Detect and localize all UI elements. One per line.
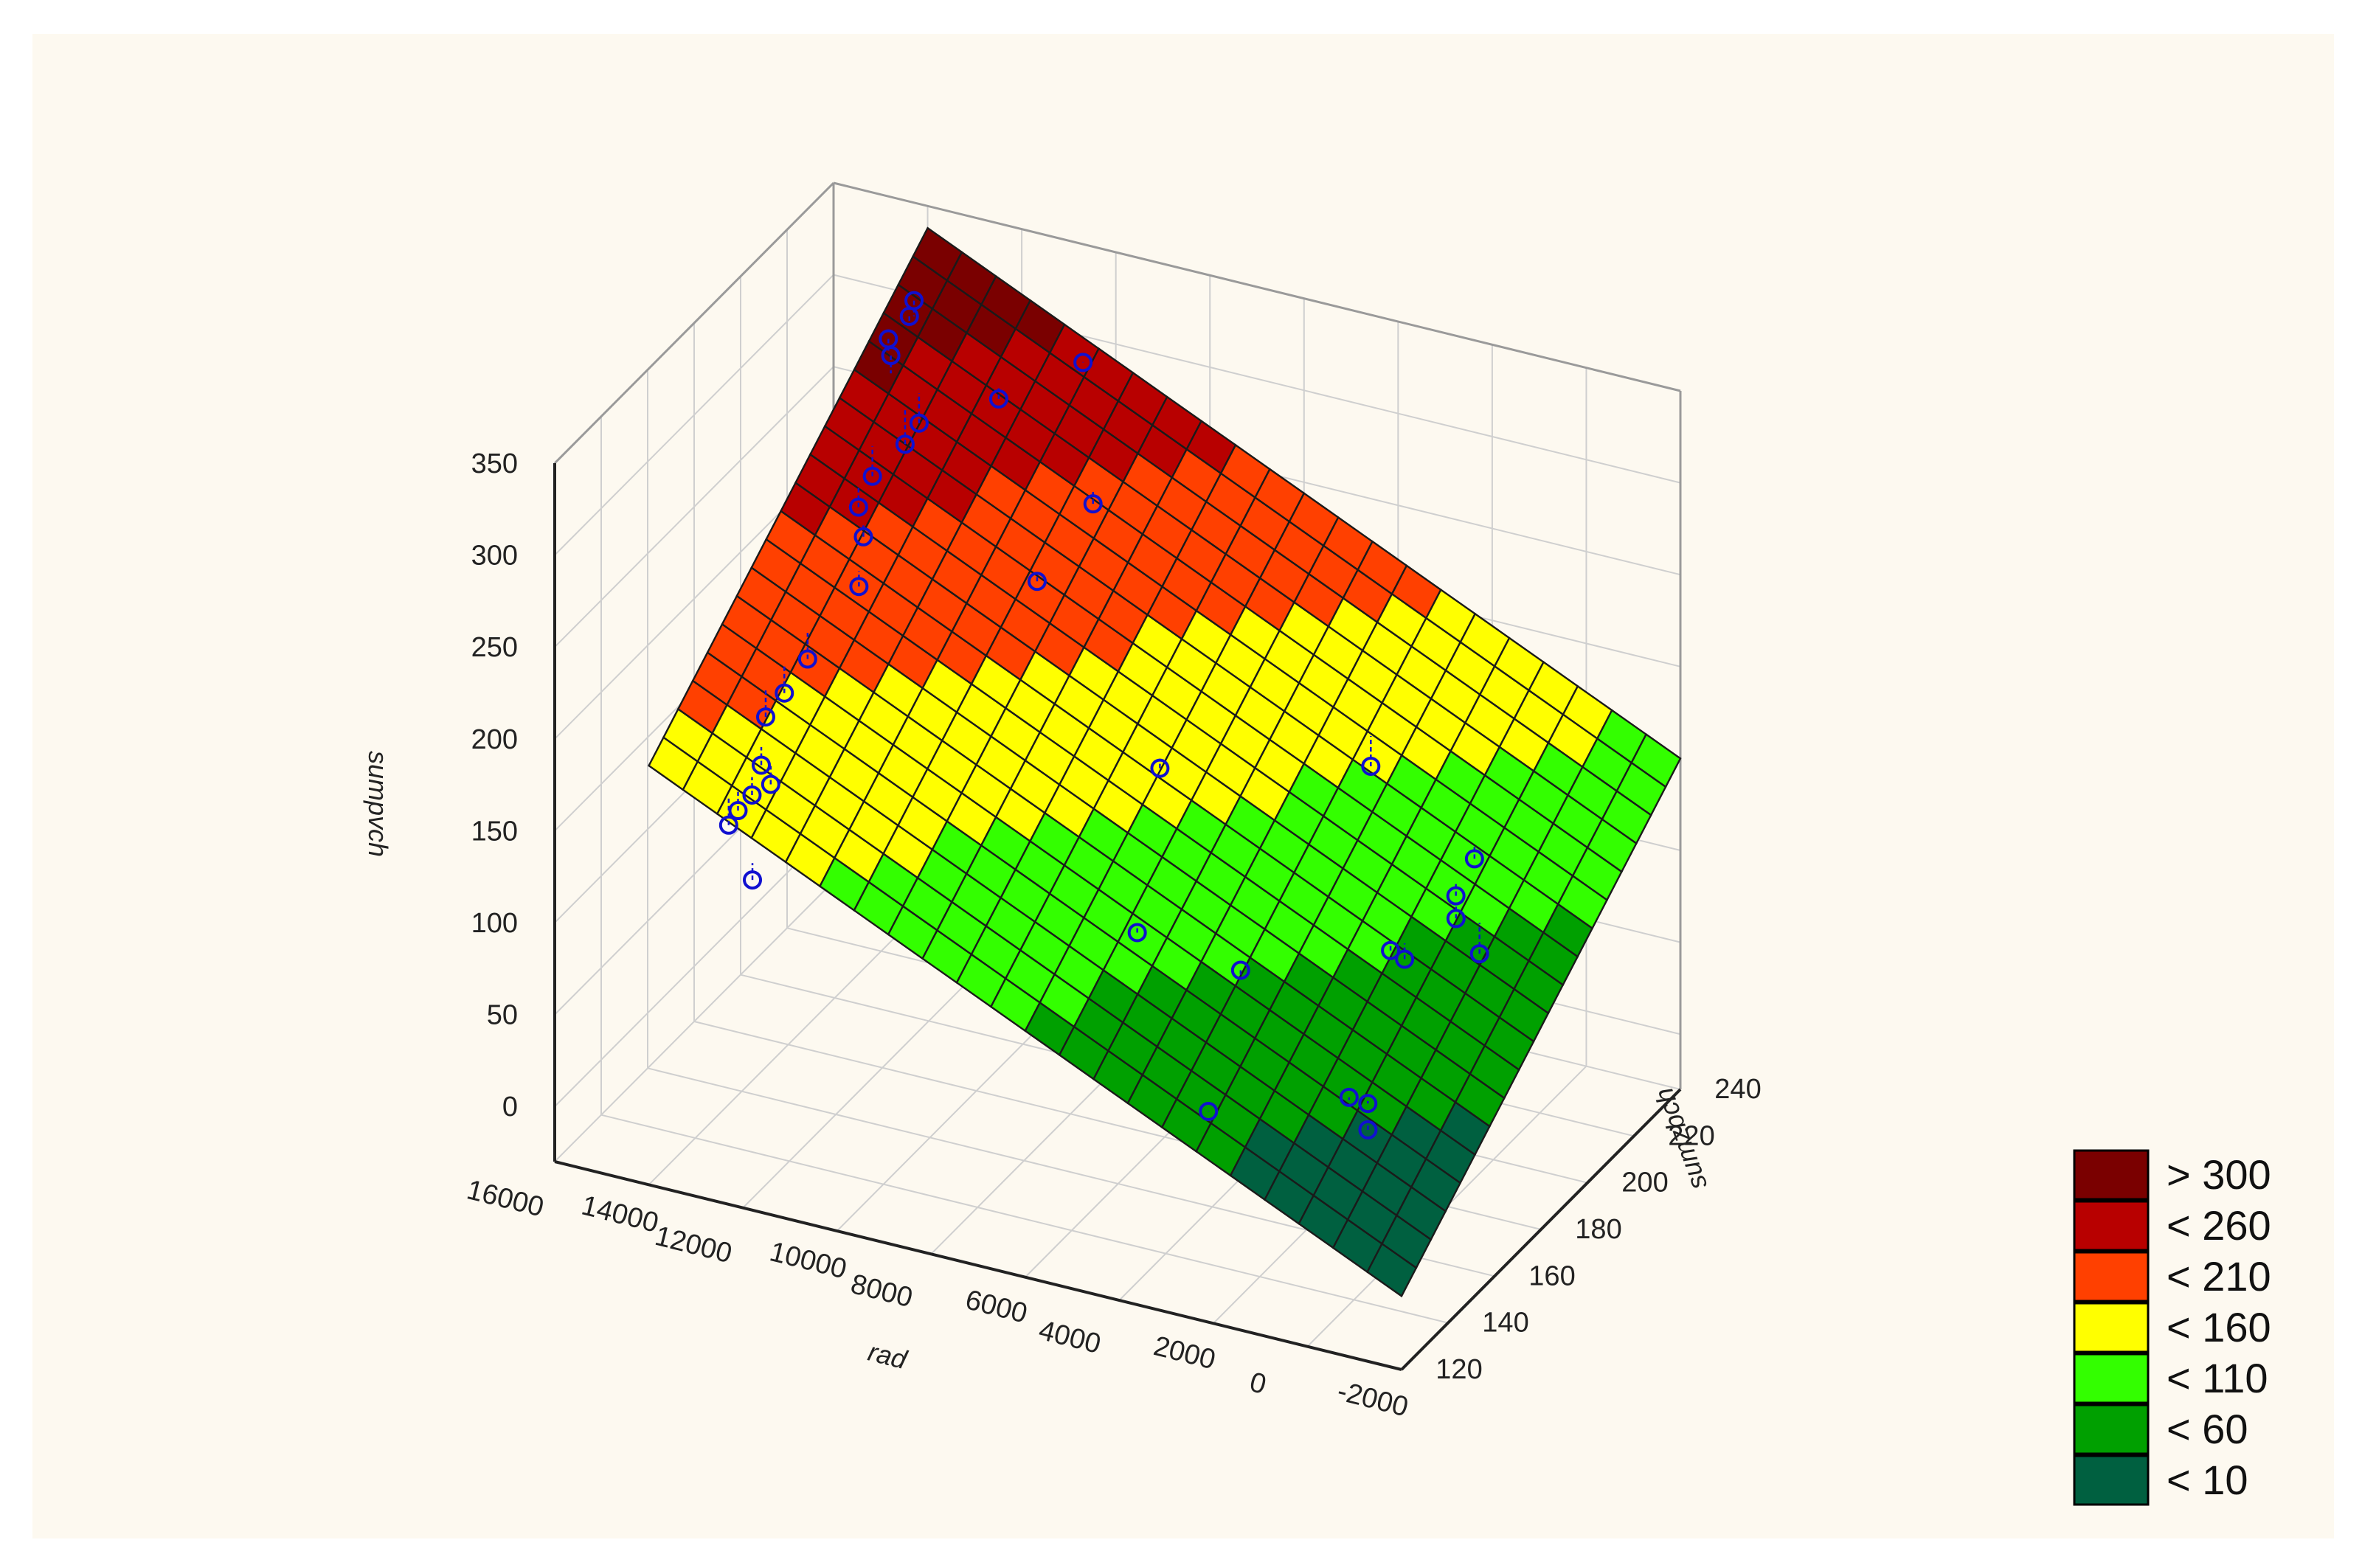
- legend-label: < 110: [2167, 1355, 2268, 1401]
- z-tick-label: 50: [487, 1000, 518, 1031]
- x-axis-line: [554, 1160, 1402, 1371]
- data-point: [1446, 886, 1466, 906]
- legend-swatch: [2073, 1302, 2150, 1353]
- data-point: [1464, 849, 1484, 869]
- y-tick-label: 140: [1482, 1308, 1528, 1339]
- surface-cell: [1630, 732, 1682, 788]
- data-point: [862, 466, 882, 486]
- data-point: [1381, 940, 1401, 960]
- data-point: [755, 707, 775, 727]
- box-edge: [833, 181, 1681, 392]
- data-point: [761, 774, 780, 794]
- y-tick-label: 220: [1668, 1120, 1714, 1151]
- data-point: [853, 527, 873, 547]
- grid-line: [554, 825, 834, 1107]
- legend-swatch: [2073, 1200, 2150, 1252]
- data-point: [1150, 758, 1170, 778]
- legend-swatch: [2073, 1251, 2150, 1302]
- z-tick-label: 0: [502, 1092, 518, 1123]
- z-tick-label: 100: [471, 908, 518, 939]
- y-tick-label: 240: [1714, 1074, 1761, 1105]
- z-tick-label: 150: [471, 816, 518, 847]
- legend-label: > 300: [2167, 1151, 2271, 1198]
- grid-line: [554, 274, 834, 556]
- data-point: [1027, 572, 1047, 592]
- data-point: [1230, 960, 1250, 980]
- y-tick-label: 180: [1575, 1214, 1621, 1245]
- legend-label: < 60: [2167, 1406, 2248, 1452]
- data-point: [775, 683, 794, 703]
- box-edge: [553, 181, 835, 465]
- legend-label: < 210: [2167, 1253, 2271, 1300]
- data-point: [728, 801, 748, 821]
- legend: > 300 < 260 < 210 < 160 < 110 < 60 < 10: [2073, 1149, 2271, 1506]
- y-tick-label: 160: [1528, 1260, 1575, 1291]
- legend-label: < 260: [2167, 1202, 2271, 1249]
- grid-line: [600, 1114, 1449, 1324]
- data-point: [742, 785, 762, 805]
- data-point: [1073, 353, 1093, 372]
- data-point: [1083, 494, 1103, 514]
- z-tick-label: 350: [471, 448, 518, 479]
- legend-label: < 160: [2167, 1304, 2271, 1350]
- data-point: [1361, 756, 1381, 776]
- data-point: [1339, 1087, 1359, 1107]
- data-point: [988, 389, 1008, 409]
- legend-swatch: [2073, 1149, 2150, 1201]
- data-point: [899, 306, 919, 326]
- data-point: [1127, 923, 1147, 943]
- data-point: [895, 434, 915, 454]
- y-tick-label: 200: [1621, 1168, 1668, 1198]
- y-axis-line: [1400, 1088, 1682, 1371]
- data-points: [718, 291, 1489, 1139]
- data-point: [1395, 949, 1415, 969]
- data-point: [848, 497, 868, 517]
- z-tick-label: 300: [471, 541, 518, 572]
- legend-label: < 10: [2167, 1457, 2248, 1503]
- y-tick-label: 120: [1435, 1354, 1482, 1385]
- data-point: [1446, 909, 1466, 929]
- z-tick-label: 250: [471, 632, 518, 663]
- legend-swatch: [2073, 1353, 2150, 1404]
- legend-swatch: [2073, 1454, 2150, 1506]
- data-point: [1199, 1101, 1219, 1121]
- z-tick-label: 200: [471, 724, 518, 755]
- data-point: [718, 815, 738, 835]
- data-point: [797, 649, 817, 669]
- grid-line: [554, 366, 834, 648]
- data-point: [752, 755, 771, 775]
- legend-swatch: [2073, 1404, 2150, 1455]
- data-point: [743, 870, 763, 890]
- data-point: [1469, 944, 1489, 964]
- data-point: [881, 346, 901, 366]
- data-point: [849, 577, 869, 597]
- data-point: [1358, 1094, 1378, 1114]
- z-axis-title: sumpvch: [363, 751, 393, 857]
- data-point: [1358, 1120, 1378, 1139]
- data-point: [909, 413, 929, 433]
